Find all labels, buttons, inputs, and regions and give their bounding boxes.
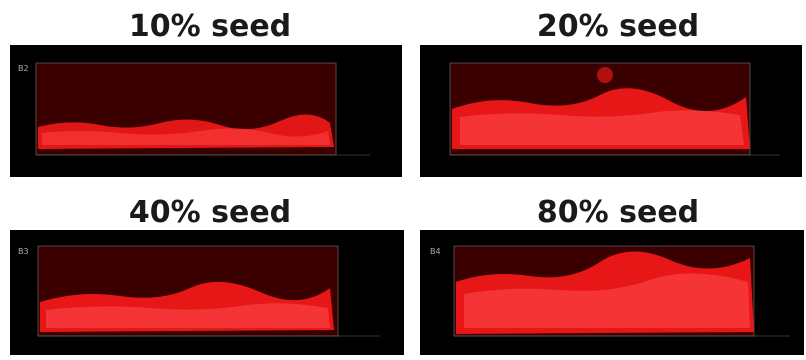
fluorescence-panel-40-seed: B3	[10, 230, 404, 355]
scale-label: B2	[18, 64, 29, 73]
panel-label-80-seed: 80% seed	[536, 195, 700, 230]
fluorescence-panel-10-seed: B2	[10, 45, 402, 177]
scale-label: B3	[18, 247, 29, 256]
panel-label-40-seed: 40% seed	[128, 195, 292, 230]
fluorescence-panel-80-seed: B4	[420, 230, 804, 355]
fluorescence-panel-20-seed	[420, 45, 802, 177]
panel-label-20-seed: 20% seed	[536, 9, 700, 44]
panel-label-10-seed: 10% seed	[128, 9, 292, 44]
scale-label: B4	[430, 247, 441, 256]
